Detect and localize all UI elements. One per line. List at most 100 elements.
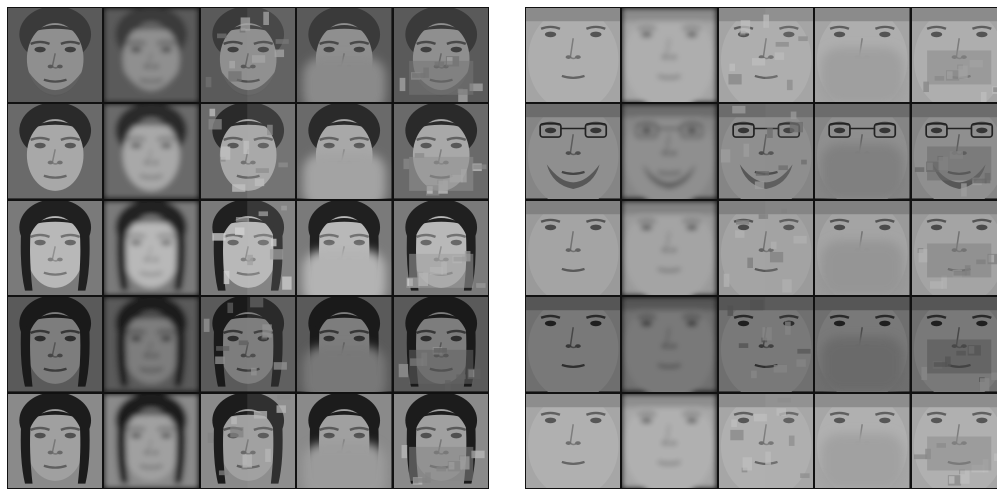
face-tile-blurred — [622, 297, 717, 392]
face-image — [815, 104, 910, 199]
face-tile-original — [8, 8, 103, 103]
face-image — [526, 104, 621, 199]
face-tile-blurred — [104, 297, 199, 392]
face-image — [200, 393, 296, 488]
face-tile-patched — [200, 200, 296, 296]
face-tile-masked-lower — [297, 297, 392, 392]
face-tile-original — [8, 200, 103, 296]
face-tile-masked-lower — [815, 200, 910, 296]
face-image — [911, 393, 997, 488]
face-tile-blurred — [104, 104, 199, 199]
face-image — [200, 200, 296, 296]
face-tile-patched-lower — [393, 393, 488, 488]
face-tile-patched — [200, 8, 296, 103]
face-tile-original — [8, 104, 103, 199]
face-tile-patched-lower — [911, 104, 997, 199]
face-image — [622, 393, 717, 488]
face-image — [815, 200, 910, 296]
face-tile-patched — [718, 297, 814, 392]
face-image — [297, 8, 392, 103]
face-tile-patched — [718, 8, 814, 103]
face-image — [8, 8, 103, 103]
face-tile-original — [8, 297, 103, 392]
face-tile-patched — [200, 297, 296, 392]
face-image — [8, 200, 103, 296]
face-tile-patched — [200, 393, 296, 488]
face-tile-patched-lower — [393, 200, 488, 296]
face-image — [718, 200, 814, 296]
face-image — [297, 104, 392, 199]
face-grid-left — [7, 7, 489, 489]
face-image — [815, 297, 910, 392]
face-tile-patched-lower — [393, 297, 488, 392]
face-image — [297, 297, 392, 392]
face-image — [104, 297, 199, 392]
face-tile-masked-lower — [297, 8, 392, 103]
face-tile-blurred — [104, 8, 199, 103]
face-tile-blurred — [104, 393, 199, 488]
face-tile-patched-lower — [911, 297, 997, 392]
face-tile-patched — [718, 104, 814, 199]
face-tile-masked-lower — [815, 393, 910, 488]
face-tile-original — [526, 393, 621, 488]
face-image — [526, 393, 621, 488]
face-tile-blurred — [622, 104, 717, 199]
face-tile-patched-lower — [393, 8, 488, 103]
face-tile-patched — [200, 104, 296, 199]
face-image — [718, 104, 814, 199]
face-tile-blurred — [622, 8, 717, 103]
face-image — [718, 393, 814, 488]
face-tile-masked-lower — [297, 200, 392, 296]
face-image — [297, 200, 392, 296]
face-image — [815, 393, 910, 488]
face-tile-blurred — [104, 200, 199, 296]
face-tile-original — [8, 393, 103, 488]
face-tile-masked-lower — [815, 297, 910, 392]
face-tile-patched-lower — [911, 393, 997, 488]
face-tile-masked-lower — [815, 8, 910, 103]
face-image — [297, 393, 392, 488]
face-image — [911, 104, 997, 199]
face-image — [393, 200, 488, 296]
face-image — [911, 8, 997, 103]
face-image — [393, 297, 488, 392]
face-image — [526, 297, 621, 392]
face-tile-patched-lower — [393, 104, 488, 199]
face-tile-masked-lower — [297, 104, 392, 199]
face-image — [911, 200, 997, 296]
face-tile-patched-lower — [911, 8, 997, 103]
face-tile-original — [526, 200, 621, 296]
face-tile-patched — [718, 393, 814, 488]
face-image — [718, 297, 814, 392]
face-image — [8, 297, 103, 392]
face-image — [104, 104, 199, 199]
face-image — [393, 104, 488, 199]
face-image — [104, 393, 199, 488]
face-image — [622, 8, 717, 103]
face-image — [8, 104, 103, 199]
face-image — [200, 104, 296, 199]
face-tile-blurred — [622, 393, 717, 488]
face-tile-blurred — [622, 200, 717, 296]
face-tile-patched — [718, 200, 814, 296]
face-tile-original — [526, 104, 621, 199]
face-image — [526, 8, 621, 103]
face-image — [526, 200, 621, 296]
face-image — [718, 8, 814, 103]
face-image — [393, 8, 488, 103]
face-image — [8, 393, 103, 488]
face-tile-patched-lower — [911, 200, 997, 296]
face-image — [104, 8, 199, 103]
face-image — [200, 297, 296, 392]
face-image — [622, 297, 717, 392]
face-image — [200, 8, 296, 103]
face-image — [393, 393, 488, 488]
face-grid-right — [525, 7, 997, 489]
face-image — [104, 200, 199, 296]
face-image — [622, 200, 717, 296]
face-image — [622, 104, 717, 199]
face-image — [911, 297, 997, 392]
face-tile-original — [526, 8, 621, 103]
face-tile-original — [526, 297, 621, 392]
face-tile-masked-lower — [815, 104, 910, 199]
